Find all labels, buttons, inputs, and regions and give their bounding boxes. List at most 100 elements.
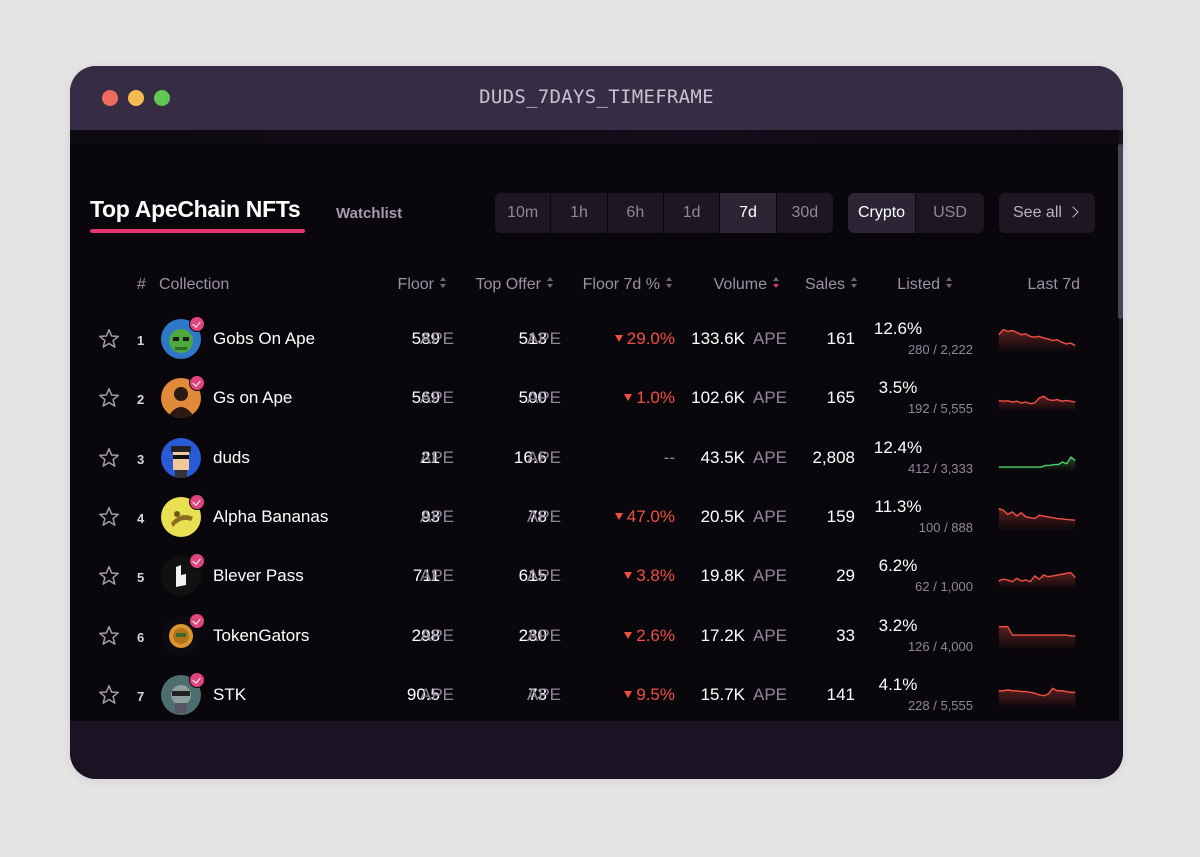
table-row[interactable]: 1 Gobs On Ape 589 APE 513 APE 29.0% 133.6K APE 16… (70, 316, 1119, 375)
sort-icon (666, 276, 674, 290)
table-row[interactable]: 3 duds 21 APE 16.6 APE -- 43.5K APE 2,808 12.4% 412… (70, 435, 1119, 494)
currency-option[interactable]: Crypto (848, 193, 916, 233)
star-watchlist-icon[interactable] (97, 624, 121, 648)
star-watchlist-icon[interactable] (97, 505, 121, 529)
sparkline-line (998, 687, 1076, 697)
floor-price: 90.5 (406, 685, 440, 704)
volume-unit: APE (753, 507, 788, 526)
bottom-bar (70, 721, 1123, 779)
sparkline-line (998, 507, 1076, 521)
rank: 7 (137, 689, 145, 704)
top-offer: 73 (528, 685, 547, 704)
listed-count: 126 / 4,000 (907, 639, 973, 654)
collection-name[interactable]: STK (213, 685, 247, 704)
table-row[interactable]: 5 Blever Pass 711 APE 615 APE 3.8% 19.8K APE 29 6.… (70, 553, 1119, 612)
dud-character-avatar-icon (161, 438, 201, 478)
floor-change: -- (663, 448, 675, 467)
blever-logo-avatar-icon (161, 556, 201, 596)
collection-name[interactable]: Gs on Ape (213, 388, 293, 407)
timeframe-option[interactable]: 6h (608, 193, 664, 233)
minimize-window-button[interactable] (128, 90, 144, 106)
listed-percent: 12.6% (873, 319, 923, 338)
column-floor-change[interactable]: Floor 7d % (583, 276, 674, 294)
sort-icon (946, 276, 954, 290)
listed-count: 280 / 2,222 (907, 342, 973, 357)
column-sales[interactable]: Sales (805, 276, 859, 294)
column-top-offer[interactable]: Top Offer (475, 276, 555, 294)
column-listed[interactable]: Listed (897, 276, 954, 294)
floor-change: 1.0% (624, 388, 675, 408)
collection-name[interactable]: TokenGators (213, 626, 310, 645)
scrollbar-track[interactable] (1119, 130, 1123, 721)
collection-name[interactable]: Gobs On Ape (213, 329, 316, 348)
volume: 133.6K (691, 329, 745, 348)
down-arrow-icon (614, 513, 623, 520)
floor-unit: APE (420, 388, 455, 407)
listed-count: 100 / 888 (918, 520, 973, 535)
table-row[interactable]: 2 Gs on Ape 569 APE 500 APE 1.0% 102.6K APE 165 3.… (70, 375, 1119, 434)
star-watchlist-icon[interactable] (97, 564, 121, 588)
listed-percent: 12.4% (873, 438, 923, 457)
listed-percent: 11.3% (874, 497, 922, 516)
floor-price: 711 (412, 566, 440, 585)
table-row[interactable]: 6 TokenGators 298 APE 230 APE 2.6% 17.2K APE 33 3.… (70, 613, 1119, 672)
offer-unit: APE (527, 448, 562, 467)
sparkline-chart (998, 456, 1076, 472)
tab-top-nfts[interactable]: Top ApeChain NFTs (90, 196, 301, 222)
sort-desc-icon (773, 276, 781, 290)
star-watchlist-icon[interactable] (97, 683, 121, 707)
star-watchlist-icon[interactable] (97, 446, 121, 470)
sales-count: 2,808 (812, 448, 855, 467)
timeframe-option[interactable]: 10m (495, 193, 552, 233)
sparkline-area (998, 396, 1076, 412)
close-window-button[interactable] (102, 90, 118, 106)
tab-watchlist[interactable]: Watchlist (336, 205, 403, 222)
currency-option[interactable]: USD (933, 204, 967, 221)
listed-percent: 6.2% (878, 556, 918, 575)
column-floor[interactable]: Floor (398, 276, 448, 294)
sparkline-line (998, 625, 1076, 637)
star-watchlist-icon[interactable] (97, 327, 121, 351)
listed-count: 192 / 5,555 (907, 401, 973, 416)
offer-unit: APE (527, 566, 562, 585)
floor-price: 589 (411, 329, 440, 348)
sparkline-chart (998, 687, 1076, 709)
scrollbar-thumb[interactable] (1118, 144, 1123, 319)
collection-name[interactable]: Alpha Bananas (213, 507, 329, 526)
volume: 20.5K (700, 507, 745, 526)
sparkline-area (998, 572, 1076, 590)
table-row[interactable]: 7 STK 90.5 APE 73 APE 9.5% 15.7K APE 141 4.1% 228 /… (70, 672, 1119, 721)
sparkline-line (998, 456, 1076, 468)
sparkline-area (998, 626, 1076, 650)
see-all-button[interactable]: See all (999, 193, 1095, 233)
timeframe-option[interactable]: 1h (551, 193, 608, 233)
offer-unit: APE (527, 507, 562, 526)
verified-badge-icon (189, 494, 205, 510)
top-offer: 16.6 (513, 448, 547, 467)
collection-name[interactable]: duds (213, 448, 250, 467)
top-offer: 230 (518, 626, 547, 645)
see-all-label: See all (1013, 204, 1062, 221)
sales-count: 33 (836, 626, 855, 645)
table-row[interactable]: 4 Alpha Bananas 93 APE 78 APE 47.0% 20.5K APE 159… (70, 494, 1119, 553)
timeframe-option[interactable]: 30d (791, 204, 819, 221)
currency-selector: Crypto USD (848, 193, 984, 233)
sparkline-chart (998, 625, 1076, 650)
verified-badge-icon (189, 375, 205, 391)
column-volume[interactable]: Volume (714, 276, 781, 294)
sales-count: 159 (826, 507, 855, 526)
app-window: DUDS_7DAYS_TIMEFRAME Top ApeChain NFTs W… (70, 66, 1123, 779)
column-last-7d: Last 7d (1027, 276, 1080, 293)
rank: 2 (137, 392, 145, 407)
floor-unit: APE (420, 685, 455, 704)
floor-unit: APE (420, 626, 455, 645)
active-tab-underline (90, 229, 305, 233)
maximize-window-button[interactable] (154, 90, 170, 106)
timeframe-option[interactable]: 7d (720, 193, 777, 233)
listed-count: 62 / 1,000 (915, 579, 973, 594)
floor-change: 47.0% (614, 507, 675, 527)
star-watchlist-icon[interactable] (97, 386, 121, 410)
collection-name[interactable]: Blever Pass (213, 566, 304, 585)
timeframe-option[interactable]: 1d (664, 193, 721, 233)
listed-count: 228 / 5,555 (907, 698, 973, 713)
